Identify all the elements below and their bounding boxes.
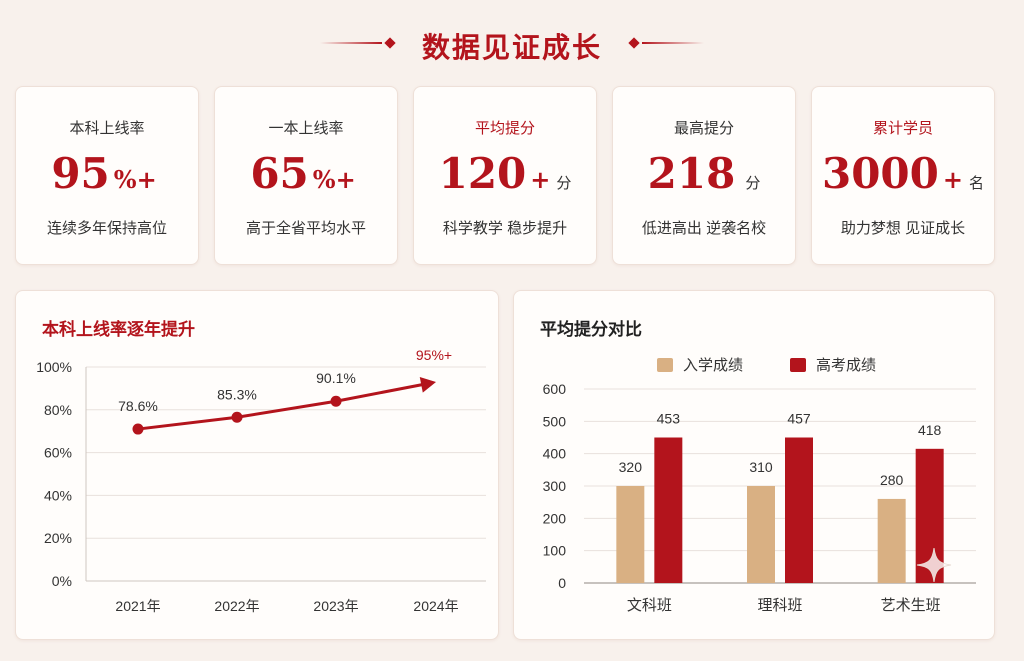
data-point xyxy=(231,411,243,423)
y-tick-label: 600 xyxy=(543,381,567,397)
stat-card-total-students: 累计学员 3000 + 名 助力梦想 见证成长 xyxy=(811,86,995,265)
bar-value-label: 457 xyxy=(787,411,811,427)
bar-value-label: 280 xyxy=(880,472,904,488)
data-point xyxy=(132,423,144,435)
y-tick-label: 80% xyxy=(44,402,72,418)
y-tick-label: 300 xyxy=(543,478,567,494)
stat-value: 218 分 xyxy=(613,149,795,198)
data-label: 78.6% xyxy=(118,398,158,414)
data-label: 85.3% xyxy=(217,386,257,402)
stat-label: 一本上线率 xyxy=(268,120,344,137)
line-chart-title: 本科上线率逐年提升 xyxy=(42,320,195,339)
stat-suffix: + xyxy=(942,165,963,194)
stat-unit: 分 xyxy=(745,175,761,192)
x-tick-label: 文科班 xyxy=(627,597,672,614)
stat-card-max-gain: 最高提分 218 分 低进高出 逆袭名校 xyxy=(612,86,796,265)
stat-description: 低进高出 逆袭名校 xyxy=(641,220,767,237)
y-tick-label: 20% xyxy=(44,530,72,546)
bar-chart-title: 平均提分对比 xyxy=(540,320,642,339)
x-tick-label: 2024年 xyxy=(413,598,458,614)
stat-description: 高于全省平均水平 xyxy=(245,220,366,237)
bar-value-label: 320 xyxy=(619,459,643,475)
y-tick-label: 100 xyxy=(543,543,567,559)
bar xyxy=(747,486,775,583)
data-point xyxy=(330,395,342,407)
stat-number: 120 xyxy=(438,149,527,198)
stat-label: 最高提分 xyxy=(673,120,734,137)
title-decoration-right xyxy=(642,42,704,44)
stat-card-tier1-rate: 一本上线率 65 %+ 高于全省平均水平 xyxy=(214,86,398,265)
stat-suffix: + xyxy=(530,165,551,194)
stat-unit: 名 xyxy=(969,175,985,192)
stat-number: 95 xyxy=(51,149,110,198)
bar xyxy=(877,498,906,583)
y-tick-label: 0 xyxy=(558,575,566,591)
stat-number: 65 xyxy=(250,149,309,198)
x-tick-label: 2021年 xyxy=(115,598,160,614)
x-tick-label: 2023年 xyxy=(313,598,358,614)
y-tick-label: 100% xyxy=(36,359,72,375)
y-tick-label: 0% xyxy=(52,573,72,589)
bar-chart: 0 100 200 300 400 500 600 入学成绩 高考成绩 320 453 文科班 310 4… xyxy=(543,357,976,614)
stat-description: 连续多年保持高位 xyxy=(46,220,167,237)
stat-label: 累计学员 xyxy=(872,120,933,137)
y-tick-label: 60% xyxy=(44,445,72,461)
bar xyxy=(616,486,645,583)
page-title: 数据见证成长 xyxy=(421,31,602,64)
sparkle-icon xyxy=(916,547,952,583)
x-tick-label: 理科班 xyxy=(757,597,802,614)
stat-card-undergrad-rate: 本科上线率 95 %+ 连续多年保持高位 xyxy=(15,86,199,265)
stat-number: 3000 xyxy=(821,149,939,198)
bar-value-label: 310 xyxy=(749,459,773,475)
stat-value: 65 %+ xyxy=(215,149,397,198)
y-tick-label: 200 xyxy=(543,510,567,526)
stat-suffix: %+ xyxy=(312,165,356,194)
stat-label: 平均提分 xyxy=(474,120,535,137)
x-tick-label: 艺术生班 xyxy=(881,597,941,614)
stat-suffix: %+ xyxy=(113,165,157,194)
data-label: 90.1% xyxy=(316,370,356,386)
stat-label: 本科上线率 xyxy=(69,120,145,137)
stat-unit: 分 xyxy=(556,175,572,192)
y-tick-label: 500 xyxy=(543,413,567,429)
bar-value-label: 453 xyxy=(657,411,681,427)
stat-card-avg-gain: 平均提分 120 + 分 科学教学 稳步提升 xyxy=(413,86,597,265)
line-chart: 0% 20% 40% 60% 80% 100% 2021年 2022年 2023年 2024年 78… xyxy=(36,347,486,614)
legend-swatch xyxy=(657,358,673,372)
trend-arrowhead xyxy=(419,376,436,393)
stat-description: 科学教学 稳步提升 xyxy=(442,220,568,237)
legend-swatch xyxy=(790,358,806,372)
bar xyxy=(785,437,813,583)
legend-label: 入学成绩 xyxy=(683,357,743,374)
stat-value: 3000 + 名 xyxy=(812,149,994,198)
stat-value: 95 %+ xyxy=(16,149,198,198)
data-label: 95%+ xyxy=(416,347,452,363)
bar-chart-panel: 0 100 200 300 400 500 600 入学成绩 高考成绩 320 453 文科班 310 4… xyxy=(513,290,995,640)
line-chart-panel: 0% 20% 40% 60% 80% 100% 2021年 2022年 2023年 2024年 78… xyxy=(15,290,499,640)
y-tick-label: 40% xyxy=(44,487,72,503)
bar-value-label: 418 xyxy=(918,422,942,438)
legend-label: 高考成绩 xyxy=(816,357,876,374)
y-tick-label: 400 xyxy=(543,446,567,462)
stat-number: 218 xyxy=(647,149,736,198)
page-header: 数据见证成长 xyxy=(0,22,1024,66)
title-decoration-left xyxy=(320,42,382,44)
stat-description: 助力梦想 见证成长 xyxy=(840,220,966,237)
stat-value: 120 + 分 xyxy=(414,149,596,198)
bar xyxy=(654,437,683,583)
x-tick-label: 2022年 xyxy=(214,598,259,614)
series-line xyxy=(136,382,426,431)
